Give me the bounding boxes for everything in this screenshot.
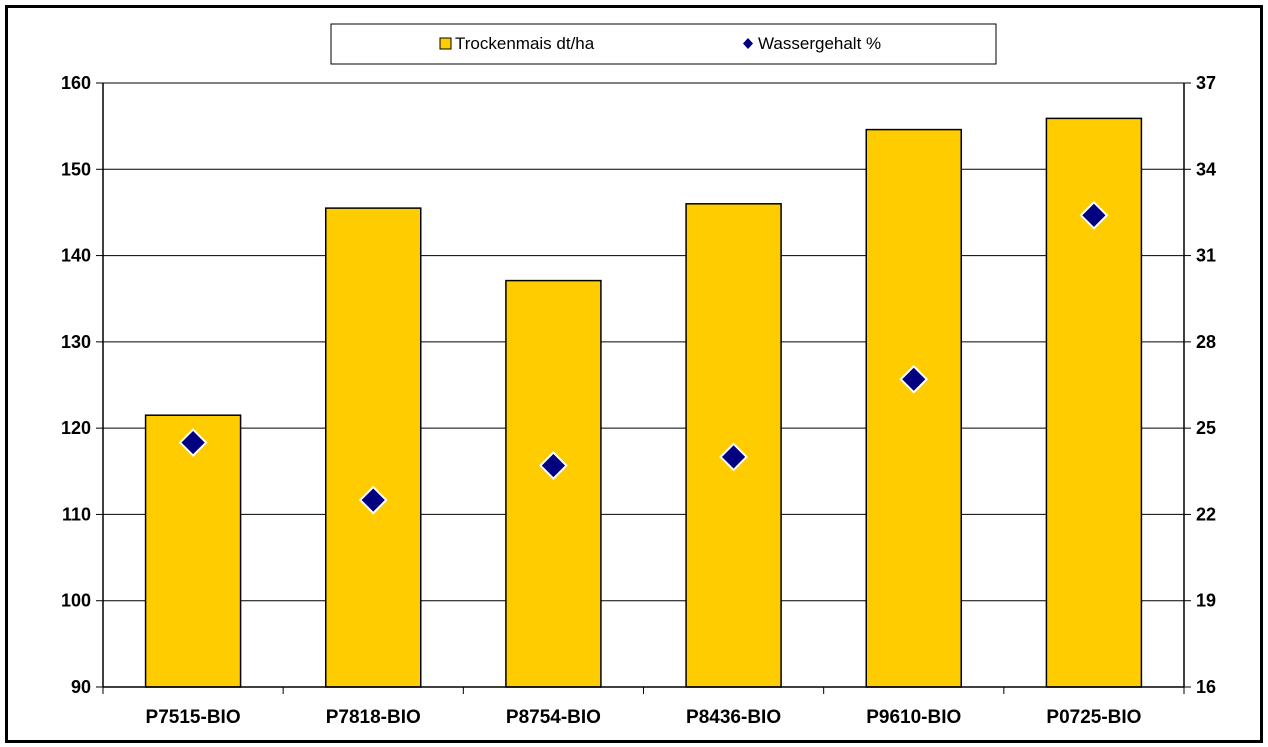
category-label: P8754-BIO (506, 707, 601, 728)
left-axis-ticks: 90 100 110 120 130 140 150 160 (61, 73, 103, 697)
bar (325, 207, 422, 688)
legend: Trockenmais dt/ha Wassergehalt % (330, 23, 997, 65)
bar (865, 128, 962, 688)
right-tick-label: 37 (1196, 73, 1216, 93)
legend-swatch-scatter (743, 38, 753, 49)
category-label: P7515-BIO (146, 707, 241, 728)
right-tick-label: 16 (1196, 677, 1216, 697)
legend-swatch-bar (439, 37, 452, 50)
bar (144, 414, 242, 688)
left-tick-label: 150 (61, 159, 91, 179)
bar (505, 279, 602, 688)
data-point (899, 364, 929, 394)
legend-label-scatter: Wassergehalt % (758, 34, 881, 53)
left-tick-label: 120 (61, 418, 91, 438)
data-point (1079, 200, 1109, 230)
legend-label-bar: Trockenmais dt/ha (455, 34, 595, 53)
bar-series (144, 117, 1143, 688)
data-point (178, 428, 208, 457)
category-labels: P7515-BIO P7818-BIO P8754-BIO P8436-BIO P961… (146, 707, 1142, 728)
category-label: P8436-BIO (686, 707, 781, 728)
right-tick-label: 31 (1196, 246, 1216, 266)
category-label: P9610-BIO (866, 707, 961, 728)
left-tick-label: 160 (61, 73, 91, 93)
left-tick-label: 130 (61, 332, 91, 352)
data-point (358, 485, 388, 515)
left-tick-label: 140 (61, 246, 91, 266)
right-axis-ticks: 16 19 22 25 28 31 34 37 (1184, 73, 1216, 697)
right-tick-label: 28 (1196, 332, 1216, 352)
right-tick-label: 19 (1196, 591, 1216, 611)
category-label: P7818-BIO (326, 707, 421, 728)
left-tick-label: 100 (61, 591, 91, 611)
right-tick-label: 34 (1196, 159, 1216, 179)
data-point (539, 451, 568, 480)
right-tick-label: 25 (1196, 418, 1216, 438)
legend-box (330, 23, 997, 65)
axes (102, 83, 1185, 694)
category-label: P0725-BIO (1046, 707, 1141, 728)
gridlines (103, 82, 1184, 602)
left-tick-label: 90 (71, 677, 91, 697)
scatter-series (178, 200, 1109, 515)
left-tick-label: 110 (62, 504, 91, 524)
data-point (719, 442, 748, 472)
right-tick-label: 22 (1196, 504, 1216, 524)
